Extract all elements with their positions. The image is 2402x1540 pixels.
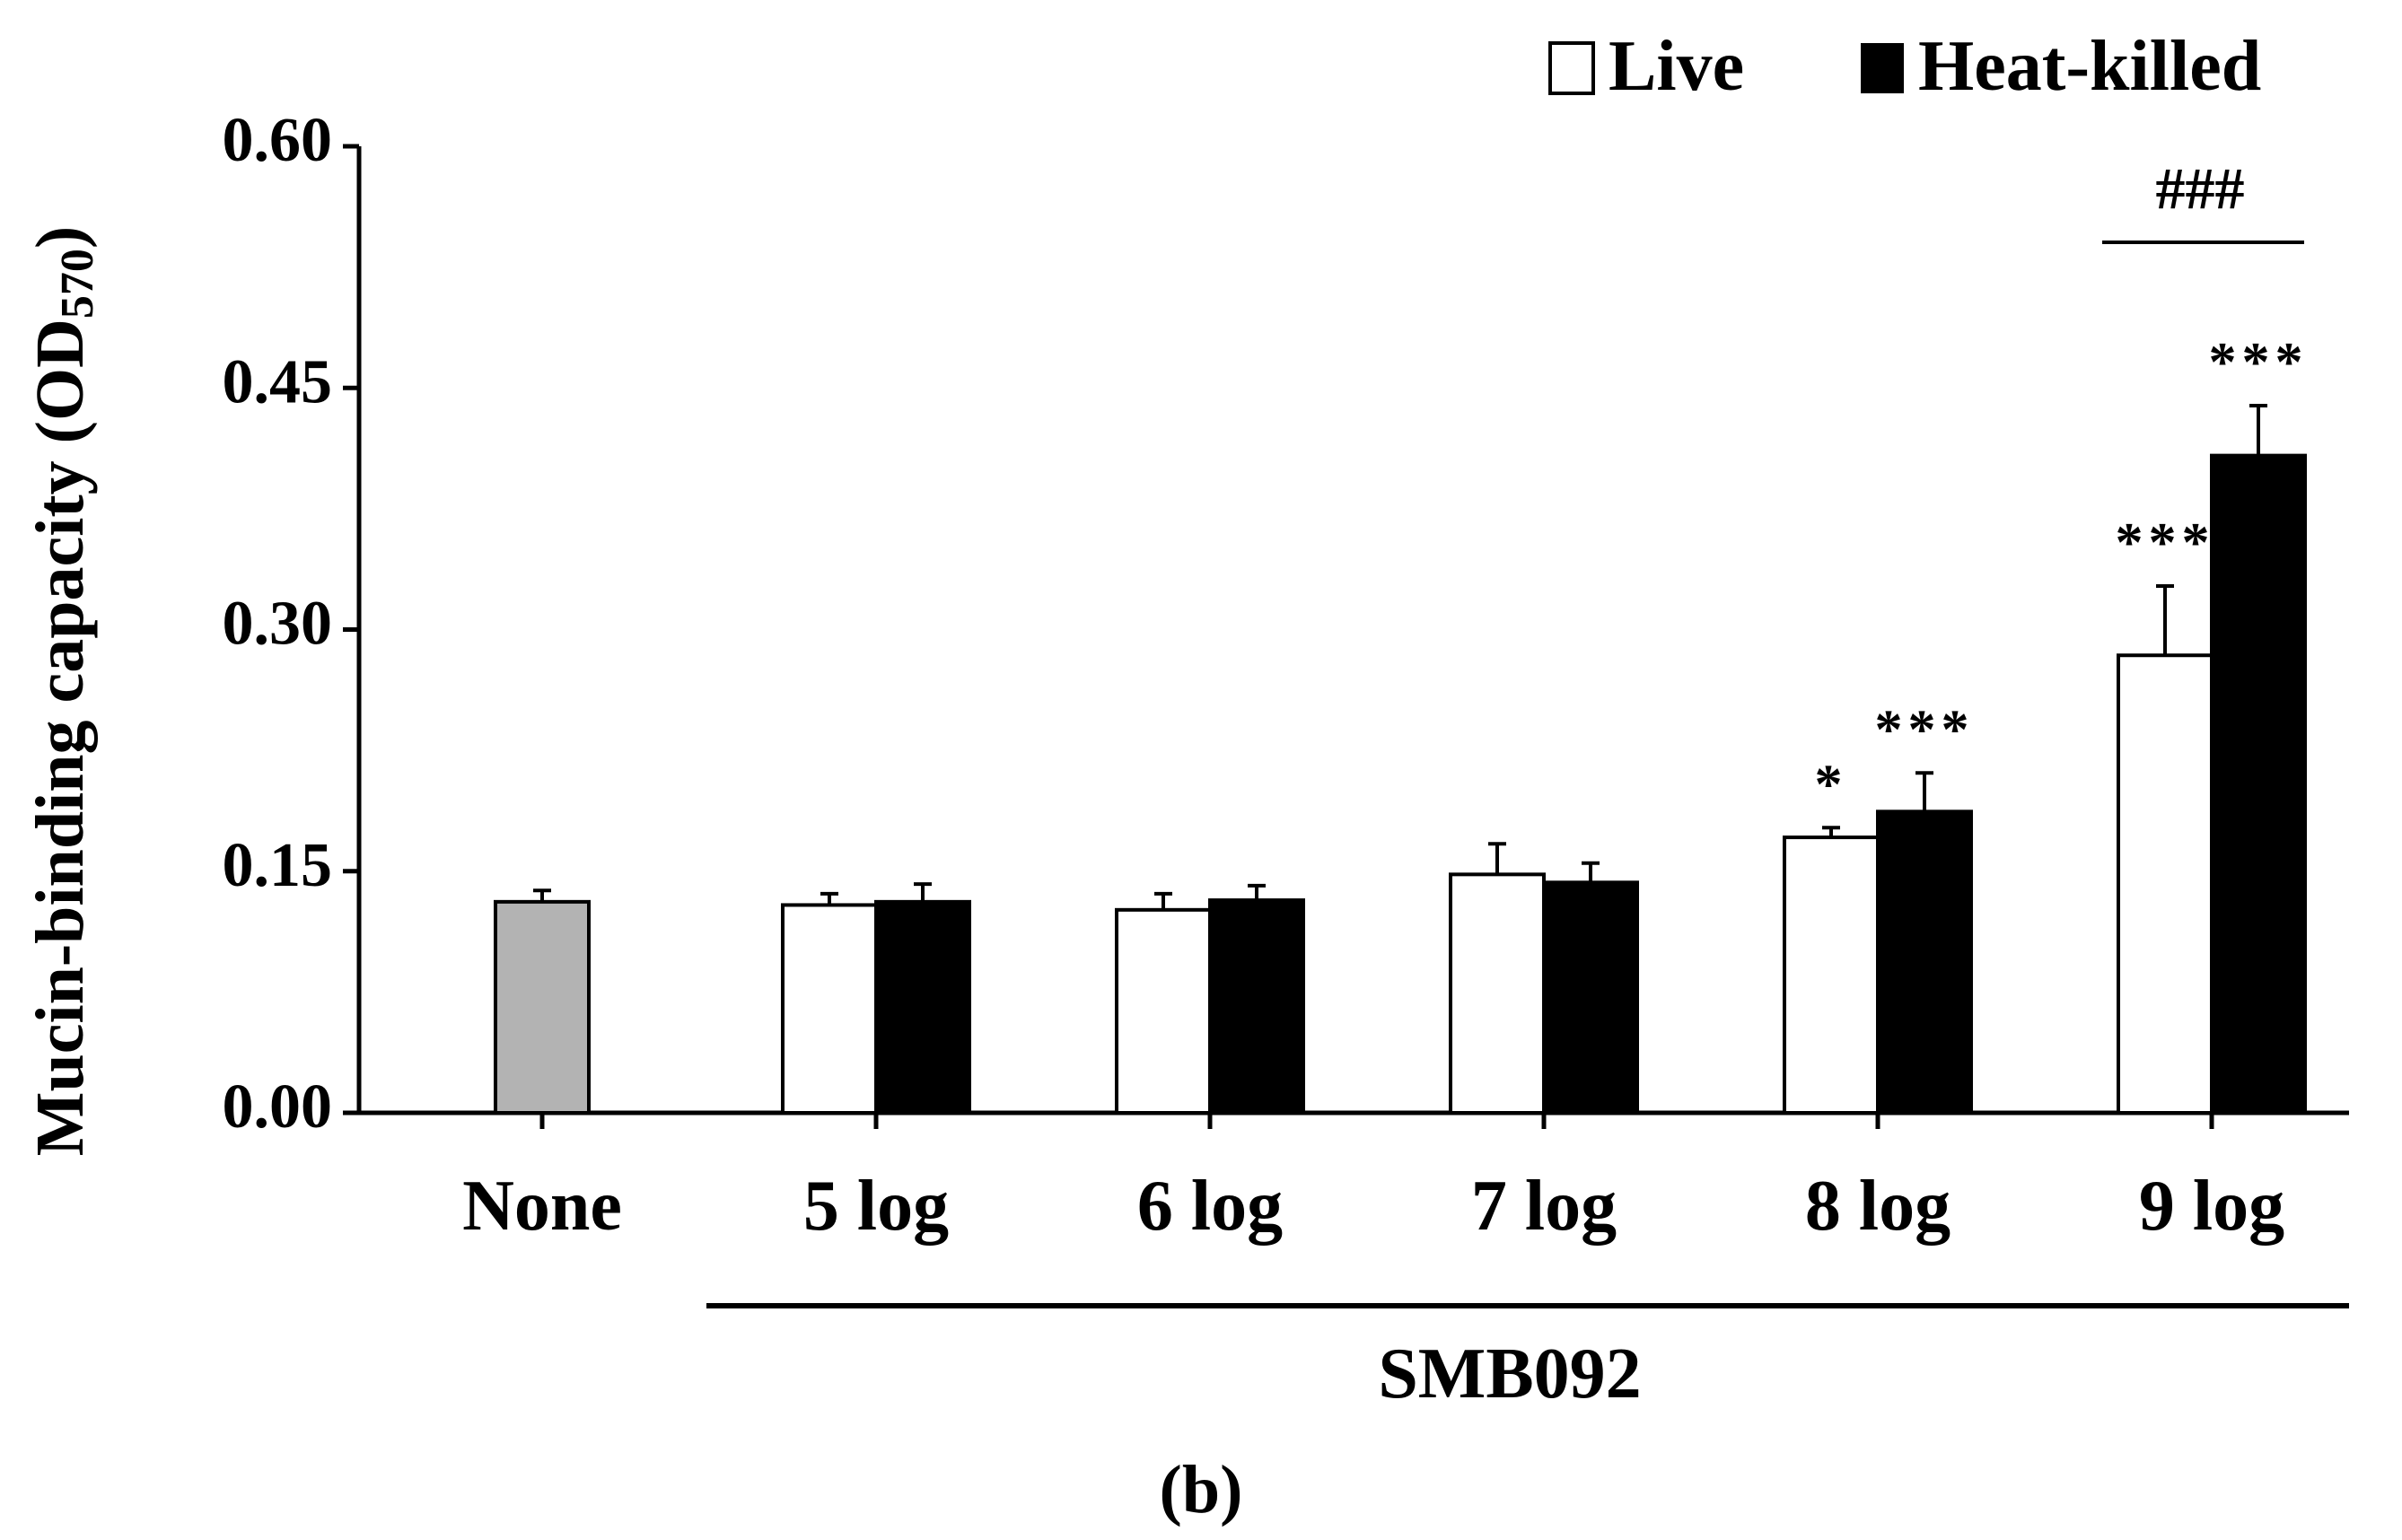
legend-label-live: Live <box>1609 27 1744 106</box>
bar-heat-killed <box>1208 898 1305 1115</box>
y-axis-label: Mucin-binding capacity (OD570) <box>22 226 103 1157</box>
bar-live <box>1449 872 1546 1116</box>
bars-layer <box>494 403 2307 1116</box>
labels-layer: 0.00 0.15 0.30 0.45 0.60 None 5 log 6 log 7 log 8… <box>223 106 2309 1246</box>
bar-live <box>2117 653 2214 1115</box>
legend-swatch-heat-killed <box>1861 43 1904 93</box>
bar-live <box>1783 836 1880 1115</box>
group-label: SMB092 <box>1378 1334 1641 1413</box>
x-tick-label: 8 log <box>1805 1167 1951 1246</box>
x-tick-label: None <box>462 1167 622 1246</box>
legend: Live Heat-killed <box>1548 27 2261 106</box>
y-axis-label-main: Mucin-binding capacity (OD <box>22 319 98 1156</box>
legend-label-heat-killed: Heat-killed <box>1918 27 2261 106</box>
significance-label-heat-killed: *** <box>2209 332 2309 393</box>
x-tick-label: 6 log <box>1137 1167 1283 1246</box>
bar-heat-killed <box>874 899 971 1115</box>
y-axis-label-close: ) <box>22 226 98 249</box>
y-tick-label: 0.30 <box>223 590 333 659</box>
significance-bracket-label: ### <box>2156 156 2245 222</box>
x-tick-label: 7 log <box>1471 1167 1617 1246</box>
y-axis-label-subscript: 570 <box>52 249 103 319</box>
y-tick-label: 0.15 <box>223 831 333 900</box>
significance-label-live: * <box>1815 754 1848 815</box>
axes-layer <box>343 144 2349 1129</box>
significance-label-live: *** <box>2116 512 2215 573</box>
bar-none <box>494 899 591 1115</box>
bar-live <box>1115 907 1212 1116</box>
y-tick-label: 0.60 <box>223 106 333 175</box>
significance-label-heat-killed: *** <box>1875 699 1975 760</box>
x-tick-label: 5 log <box>803 1167 949 1246</box>
x-tick-label: 9 log <box>2139 1167 2284 1246</box>
y-tick-label: 0.45 <box>223 347 333 416</box>
bar-heat-killed <box>1876 809 1973 1116</box>
y-tick-label: 0.00 <box>223 1072 333 1142</box>
legend-swatch-live <box>1548 41 1595 95</box>
bar-heat-killed <box>2210 453 2307 1115</box>
panel-label: (b) <box>1160 1452 1243 1527</box>
bar-heat-killed <box>1542 880 1639 1115</box>
bar-live <box>781 903 878 1115</box>
